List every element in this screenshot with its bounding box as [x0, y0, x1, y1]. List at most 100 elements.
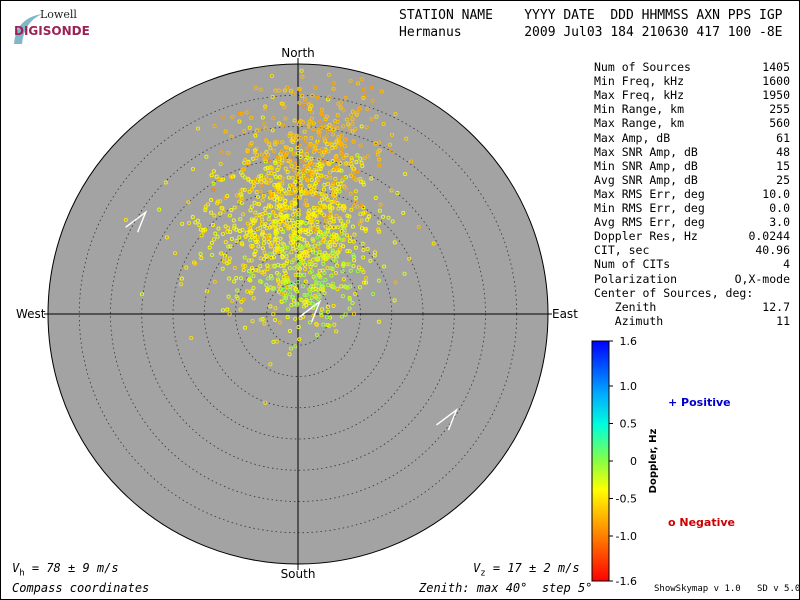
source-point — [268, 274, 274, 279]
source-point — [359, 226, 365, 231]
stat-label: Max Amp, dB — [594, 130, 671, 145]
source-point — [288, 157, 293, 162]
source-point — [256, 202, 262, 207]
source-point — [302, 100, 307, 105]
source-point — [319, 163, 324, 168]
stat-value: 560 — [769, 116, 790, 131]
source-point — [197, 222, 202, 228]
source-point — [320, 112, 325, 117]
source-point — [333, 165, 338, 170]
source-point — [239, 200, 244, 205]
source-point — [330, 266, 335, 271]
source-point — [312, 185, 317, 190]
source-point — [280, 255, 285, 260]
source-point — [272, 264, 277, 269]
source-point — [302, 249, 307, 255]
source-point — [407, 256, 412, 261]
source-point — [337, 203, 342, 208]
source-point — [271, 210, 276, 215]
source-point — [278, 236, 283, 241]
source-point — [298, 144, 303, 149]
source-point — [307, 298, 313, 303]
source-point — [325, 304, 330, 309]
source-point — [347, 262, 352, 267]
source-point — [273, 160, 278, 165]
source-point — [299, 176, 304, 181]
source-point — [283, 116, 288, 121]
source-point — [230, 298, 235, 303]
source-point — [195, 126, 201, 131]
source-point — [310, 93, 315, 98]
source-point — [273, 227, 279, 232]
source-point — [253, 239, 258, 245]
source-point — [299, 246, 304, 251]
source-point — [258, 87, 263, 92]
source-point — [320, 146, 325, 152]
source-point — [279, 149, 284, 154]
horizontal-velocity: Vh = 78 ± 9 m/s — [12, 561, 119, 579]
source-point — [227, 213, 232, 218]
source-point — [248, 238, 253, 243]
source-point — [353, 199, 358, 205]
source-point — [190, 215, 195, 220]
source-point — [295, 165, 300, 171]
source-point — [332, 322, 337, 327]
source-point — [330, 248, 335, 253]
source-point — [294, 133, 299, 138]
source-point — [300, 237, 305, 242]
source-point — [265, 263, 270, 268]
source-point — [334, 254, 339, 259]
source-point — [358, 285, 363, 290]
source-point — [241, 297, 246, 302]
source-point — [362, 280, 367, 285]
source-point — [294, 289, 299, 294]
source-point — [374, 114, 379, 119]
source-point — [393, 280, 398, 285]
source-point — [298, 243, 303, 248]
source-point — [263, 400, 268, 405]
source-point — [240, 197, 245, 202]
source-point — [348, 284, 353, 289]
source-point — [304, 253, 309, 258]
source-point — [231, 218, 236, 223]
source-point — [211, 188, 216, 193]
source-point — [347, 126, 352, 131]
source-point — [273, 317, 278, 323]
source-point — [364, 125, 369, 130]
source-point — [347, 214, 352, 219]
source-point — [293, 316, 298, 321]
source-point — [191, 260, 197, 265]
source-point — [348, 78, 353, 83]
source-point — [275, 155, 280, 161]
source-point — [268, 159, 273, 165]
source-point — [381, 214, 386, 219]
source-point — [322, 291, 327, 296]
source-point — [327, 323, 332, 328]
stat-label: Min Range, km — [594, 102, 685, 117]
source-point — [291, 229, 296, 234]
source-point — [379, 89, 384, 94]
source-point — [323, 149, 328, 154]
source-point — [313, 262, 318, 267]
source-point — [335, 126, 340, 131]
source-point — [307, 320, 313, 325]
source-point — [326, 162, 331, 167]
source-point — [353, 189, 358, 194]
source-point — [218, 199, 223, 204]
source-point — [229, 134, 234, 139]
source-point — [257, 128, 262, 133]
source-point — [341, 155, 346, 160]
colorbar-label: Doppler, Hz — [648, 429, 659, 494]
source-point — [319, 125, 324, 130]
source-point — [349, 207, 354, 212]
source-point — [289, 183, 294, 188]
source-point — [329, 234, 334, 240]
velocity-arrow-icon — [125, 210, 148, 233]
source-point — [370, 291, 376, 297]
source-point — [310, 237, 315, 242]
source-point — [209, 173, 214, 178]
source-point — [223, 129, 228, 134]
source-point — [306, 124, 311, 129]
source-point — [272, 250, 277, 255]
source-point — [326, 243, 331, 248]
